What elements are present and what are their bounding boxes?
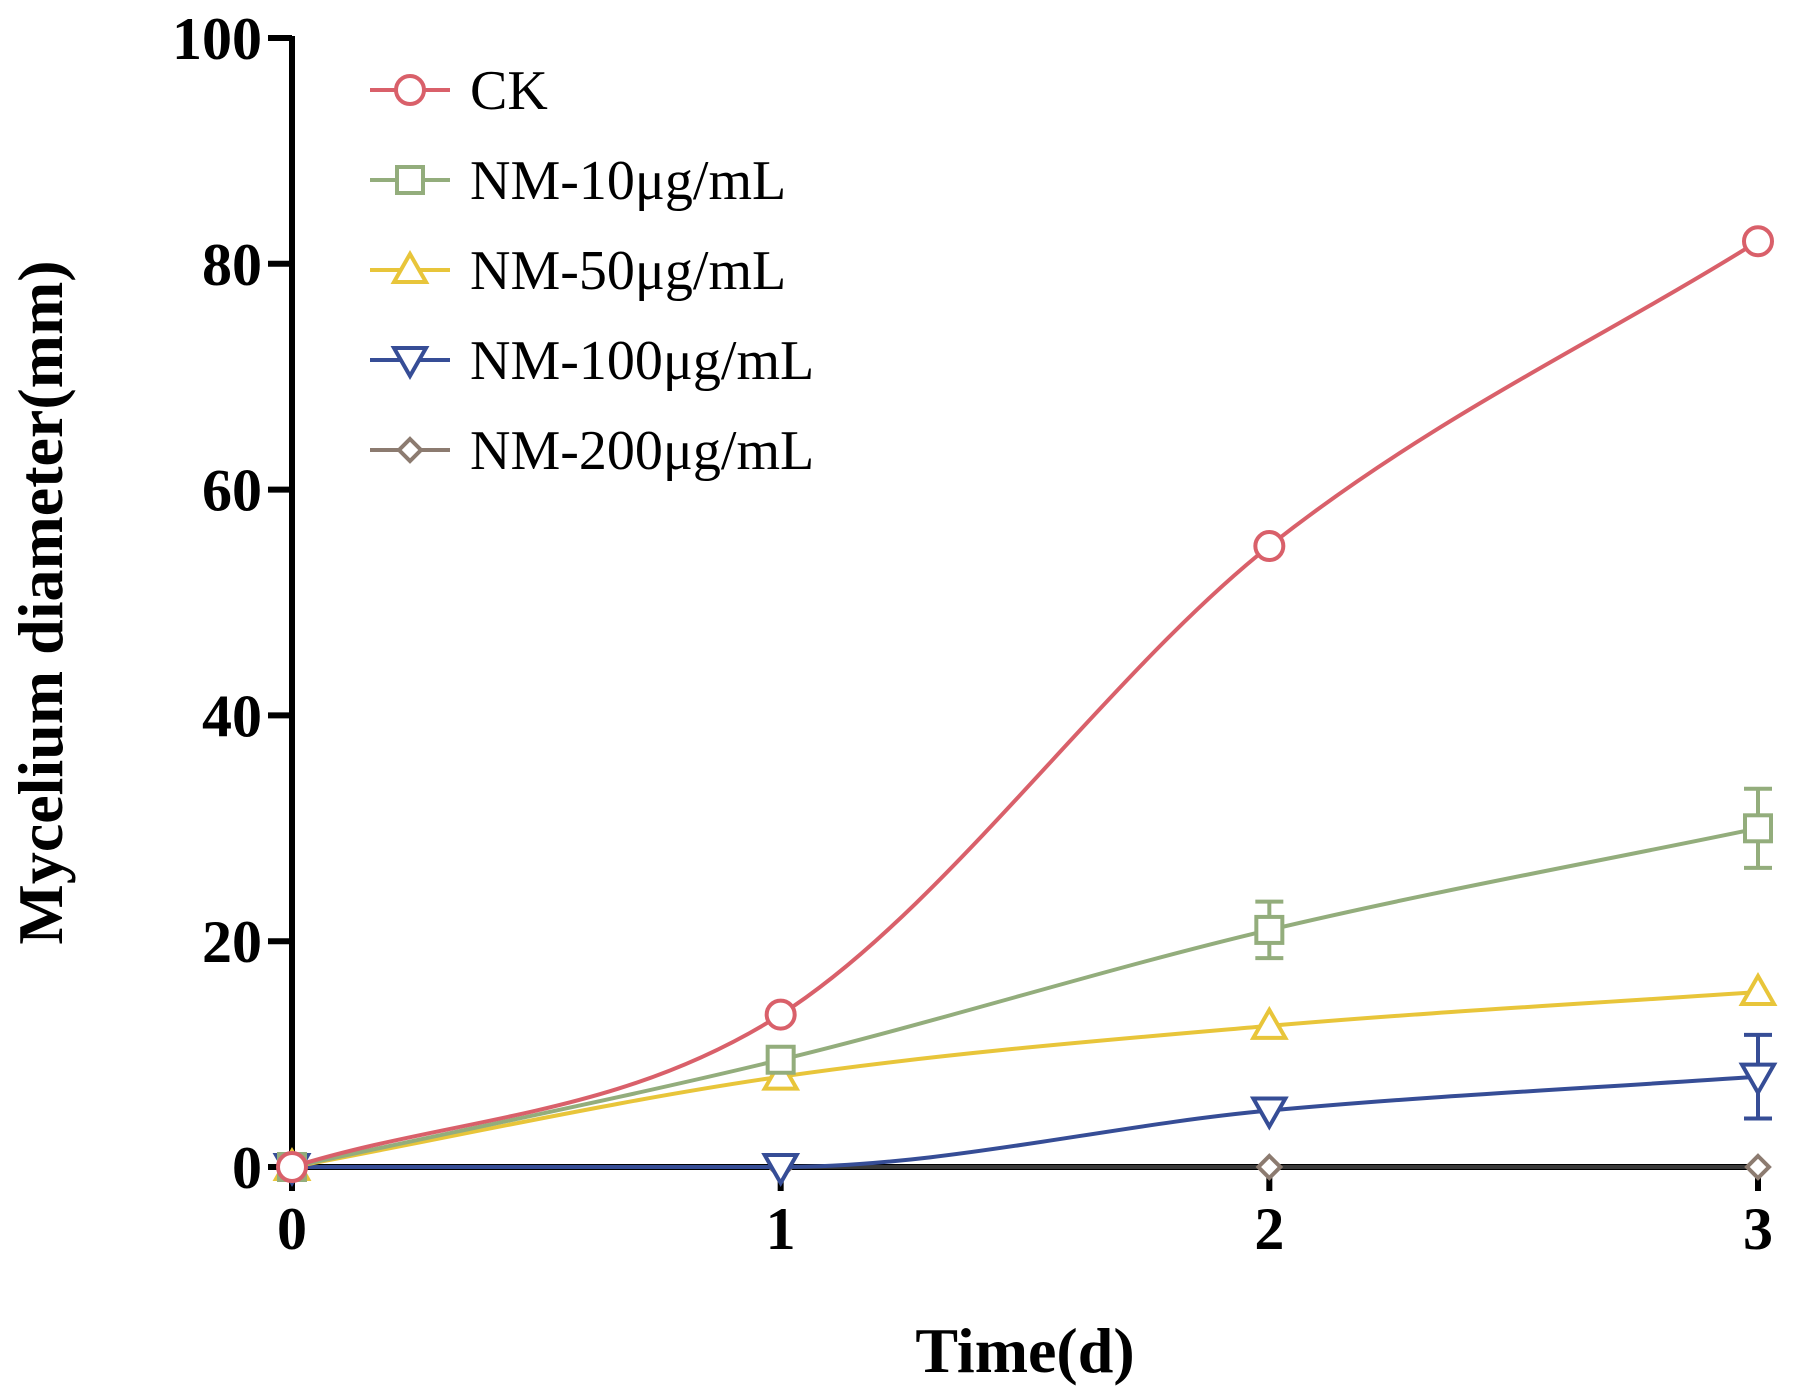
data-point bbox=[1742, 225, 1774, 258]
data-point bbox=[1743, 813, 1773, 844]
legend-item: CK bbox=[370, 60, 548, 122]
legend-label: NM-50μg/mL bbox=[470, 240, 786, 302]
data-point bbox=[1249, 1096, 1289, 1131]
x-tick-label: 2 bbox=[1254, 1196, 1284, 1262]
series-layer bbox=[272, 225, 1778, 1188]
y-tick-label: 20 bbox=[202, 909, 262, 975]
series-3 bbox=[272, 1032, 1778, 1188]
legend-label: NM-200μg/mL bbox=[470, 420, 814, 482]
legend-item: NM-50μg/mL bbox=[370, 240, 786, 302]
data-point bbox=[1254, 914, 1285, 945]
series-line bbox=[291, 239, 1760, 1169]
y-tick-label: 80 bbox=[202, 232, 262, 298]
legend-marker bbox=[390, 249, 430, 284]
legend-label: NM-10μg/mL bbox=[470, 150, 786, 212]
series-line bbox=[291, 990, 1759, 1169]
data-point bbox=[1744, 1153, 1772, 1181]
y-tick-label: 0 bbox=[232, 1135, 262, 1201]
data-point bbox=[1255, 1153, 1284, 1181]
data-point bbox=[1249, 1005, 1289, 1040]
series-1 bbox=[277, 786, 1773, 1182]
data-point bbox=[1738, 971, 1778, 1007]
legend-item: NM-100μg/mL bbox=[370, 330, 814, 392]
series-2 bbox=[272, 971, 1778, 1181]
x-axis-title: Time(d) bbox=[915, 1315, 1134, 1386]
data-point bbox=[765, 1044, 796, 1075]
legend-label: NM-100μg/mL bbox=[470, 330, 814, 392]
data-point bbox=[276, 1151, 308, 1183]
legend-marker bbox=[395, 165, 425, 195]
legend-marker bbox=[394, 74, 426, 106]
axes: 0 20 40 60 80 100 0 1 2 3 bbox=[172, 6, 1773, 1262]
x-tick-label: 3 bbox=[1743, 1196, 1773, 1262]
legend-marker bbox=[390, 346, 430, 381]
data-point bbox=[1253, 530, 1286, 563]
y-tick-label: 100 bbox=[172, 6, 262, 72]
legend: CK NM-10μg/mL NM-50μg/mL NM-100μg/mL NM-200μ… bbox=[370, 60, 814, 482]
x-tick-label: 0 bbox=[277, 1196, 307, 1262]
x-tick-label: 1 bbox=[766, 1196, 796, 1262]
series-0 bbox=[276, 225, 1774, 1183]
data-point bbox=[761, 1153, 801, 1188]
legend-item: NM-10μg/mL bbox=[370, 150, 786, 212]
legend-label: CK bbox=[470, 60, 548, 122]
data-point bbox=[1738, 1062, 1778, 1097]
y-tick-label: 40 bbox=[202, 683, 262, 749]
y-axis-title: Mycelium diameter(mm) bbox=[5, 260, 76, 944]
y-tick-label: 60 bbox=[202, 458, 262, 524]
legend-item: NM-200μg/mL bbox=[370, 420, 814, 482]
series-line bbox=[292, 1074, 1759, 1170]
data-point bbox=[764, 998, 797, 1031]
series-line bbox=[291, 826, 1759, 1169]
legend-marker bbox=[396, 436, 424, 464]
